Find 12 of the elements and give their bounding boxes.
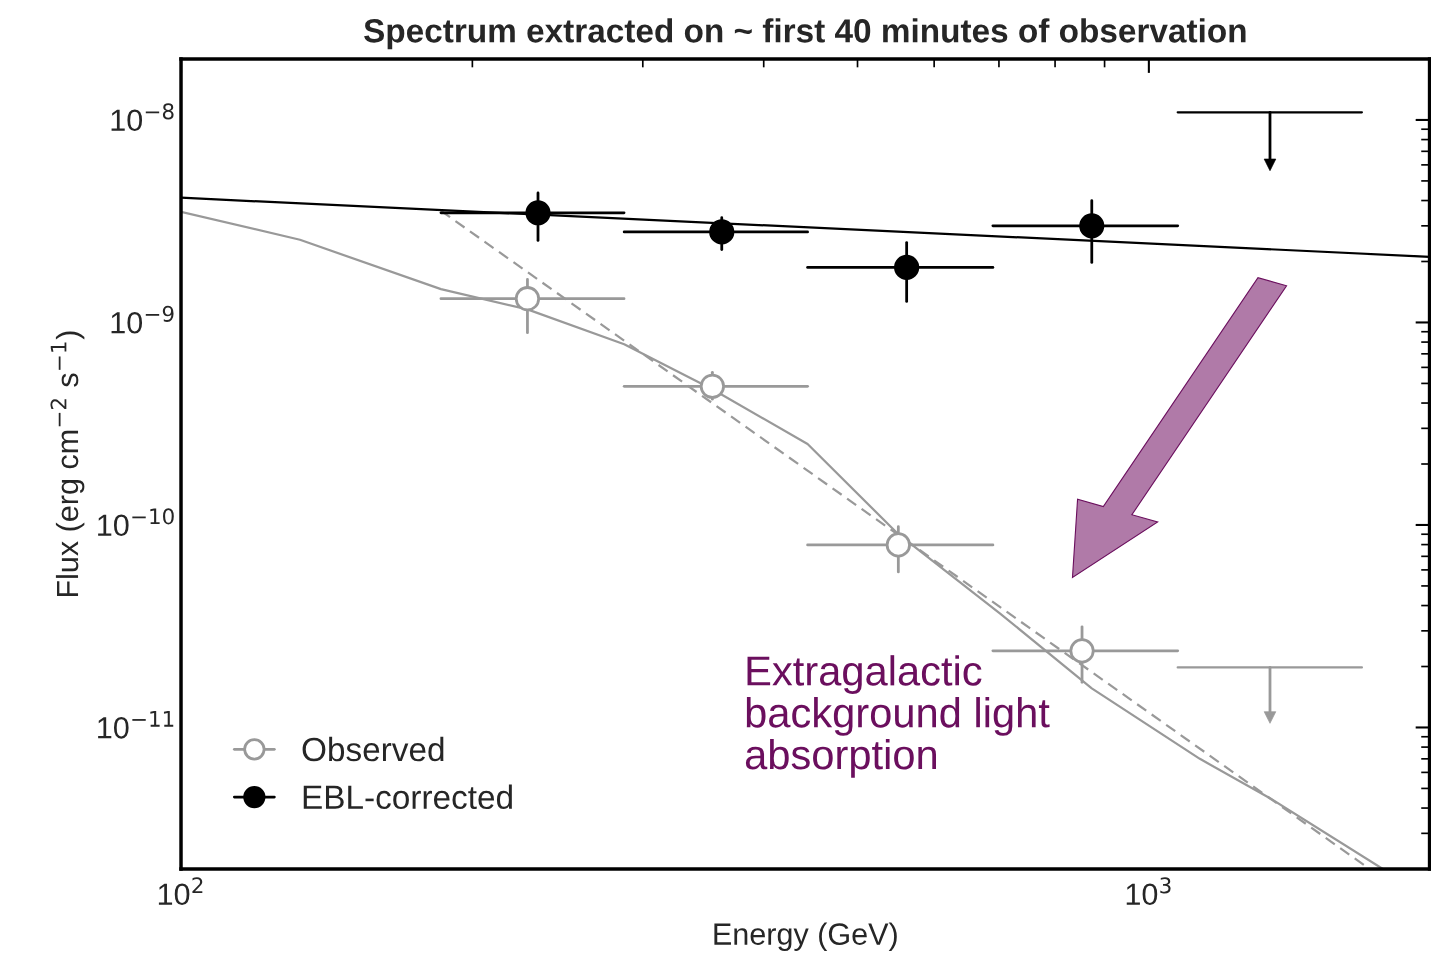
x-tick-label: 10$^{2}$ (158, 877, 203, 906)
chart-title: Spectrum extracted on ~ first 40 minutes of observation (364, 18, 1246, 50)
y-tick-label: 10$^{−10}$ (98, 508, 174, 537)
y-tick-label: 10$^{−11}$ (98, 711, 174, 739)
legend-label: Observed (302, 736, 444, 762)
y-axis-title: Flux (erg cm$^{−2}$ s$^{−1}$) (50, 331, 85, 597)
annotation: Extragalactic background light absorption (745, 655, 1050, 778)
y-tick-label: 10$^{−8}$ (111, 103, 174, 132)
y-tick-label: 10$^{−9}$ (111, 305, 174, 334)
legend-label: EBL-corrected (303, 784, 512, 810)
x-axis-title: Energy (GeV) (714, 922, 897, 951)
x-tick-label: 10$^{3}$ (1126, 877, 1171, 906)
